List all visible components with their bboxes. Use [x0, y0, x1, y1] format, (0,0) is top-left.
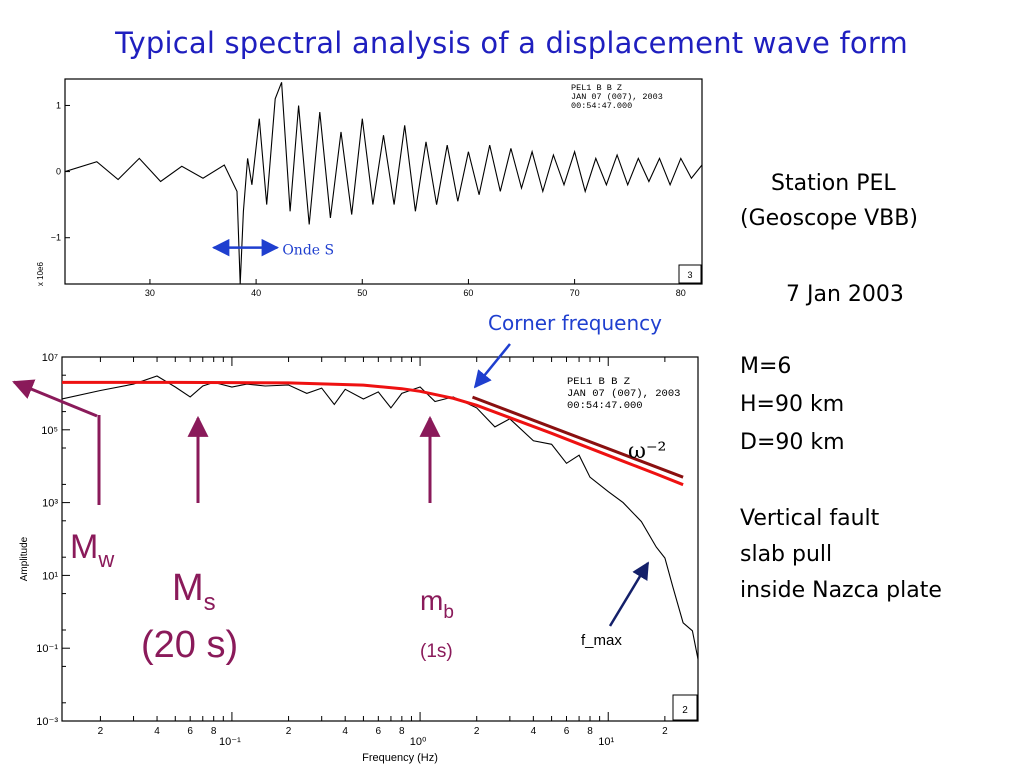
mechanism-line-1: Vertical fault	[740, 506, 880, 531]
x-minor-tick-label: 8	[211, 726, 217, 737]
event-distance: D=90 km	[740, 430, 845, 455]
x-tick-label: 50	[357, 288, 367, 298]
x-minor-tick-label: 4	[154, 726, 160, 737]
seismogram-frame	[64, 78, 703, 285]
x-minor-tick-label: 6	[564, 726, 570, 737]
event-magnitude: M=6	[740, 354, 792, 379]
x-tick-label: 30	[145, 288, 155, 298]
y-tick-label: 10³	[42, 498, 58, 510]
y-tick-label: 10¹	[42, 570, 58, 582]
x-major-tick-label: 10¹	[598, 736, 614, 748]
event-date: 7 Jan 2003	[786, 282, 904, 307]
onde-s-label: Onde S	[282, 243, 334, 259]
x-minor-tick-label: 8	[399, 726, 405, 737]
panel-number-box	[678, 264, 702, 284]
x-minor-tick-label: 2	[662, 726, 668, 737]
mb-period-label: (1s)	[420, 641, 453, 662]
x-minor-tick-label: 2	[474, 726, 480, 737]
panel-number: 3	[687, 270, 692, 280]
y-tick-label: 0	[56, 167, 61, 177]
x-minor-tick-label: 8	[587, 726, 593, 737]
event-depth: H=90 km	[740, 392, 845, 417]
y-tick-label: 10⁻³	[36, 716, 58, 728]
header-line: PEL1 B B Z	[567, 376, 630, 388]
spectrum-frame	[61, 356, 699, 722]
x-major-tick-label: 10⁻¹	[219, 736, 241, 748]
seismogram-trace	[65, 82, 702, 284]
mechanism-line-3: inside Nazca plate	[740, 578, 942, 603]
y-tick-label: 10⁵	[41, 425, 58, 437]
station-network: (Geoscope VBB)	[740, 206, 918, 231]
y-tick-label: −1	[51, 233, 61, 243]
x-tick-label: 80	[676, 288, 686, 298]
corner-frequency-label: Corner frequency	[488, 311, 662, 335]
fmax-arrow	[608, 561, 650, 627]
spectrum-trace	[62, 375, 698, 660]
x-minor-tick-label: 4	[342, 726, 348, 737]
panel-number: 2	[682, 705, 688, 716]
y-tick-label: 10⁻¹	[36, 643, 58, 655]
station-name: Station PEL	[771, 171, 896, 196]
y-axis-label: Amplitude	[19, 536, 30, 581]
panel-number-box	[672, 694, 698, 721]
mw-label: Mw	[70, 528, 114, 572]
source-model-curve	[62, 380, 684, 487]
mechanism-line-2: slab pull	[740, 542, 833, 567]
omega-asymptote-label: ω⁻²	[628, 439, 666, 464]
mb-label: mb	[420, 585, 454, 623]
mw-arrow-diagonal	[12, 379, 98, 418]
ms-label: Ms	[172, 567, 216, 616]
header-line: 00:54:47.000	[571, 101, 632, 111]
y-tick-label: 10⁷	[42, 352, 58, 364]
x-tick-label: 60	[463, 288, 473, 298]
omega-squared-asymptote	[471, 395, 684, 479]
corner-frequency-arrow	[473, 343, 511, 389]
x-minor-tick-label: 4	[531, 726, 537, 737]
header-line: PEL1 B B Z	[571, 83, 622, 93]
header-line: JAN 07 (007), 2003	[571, 92, 663, 102]
x-minor-tick-label: 6	[187, 726, 193, 737]
annotations: Corner frequency f_max Mw Ms (20 s) mb (…	[12, 311, 662, 666]
fmax-label: f_max	[581, 632, 622, 649]
x-major-tick-label: 10⁰	[410, 736, 427, 748]
x-minor-tick-label: 2	[98, 726, 104, 737]
x-minor-tick-label: 6	[376, 726, 382, 737]
y-tick-label: 1	[56, 100, 61, 110]
header-line: 00:54:47.000	[567, 400, 643, 412]
x-tick-label: 70	[570, 288, 580, 298]
y-axis-label: x 10e6	[36, 262, 45, 287]
x-minor-tick-label: 2	[286, 726, 292, 737]
ms-period-label: (20 s)	[141, 624, 238, 666]
x-tick-label: 40	[251, 288, 261, 298]
header-line: JAN 07 (007), 2003	[567, 388, 680, 400]
slide-title: Typical spectral analysis of a displacem…	[115, 26, 908, 60]
x-axis-label: Frequency (Hz)	[362, 752, 438, 764]
spectrum-chart: 2 4 6 8 2 4 6 8 2 4 6 8 2 10⁻¹ 10⁰ 10¹ 10⁷ 10⁵ 10³ 10¹ 10⁻¹ 1…	[19, 352, 699, 764]
